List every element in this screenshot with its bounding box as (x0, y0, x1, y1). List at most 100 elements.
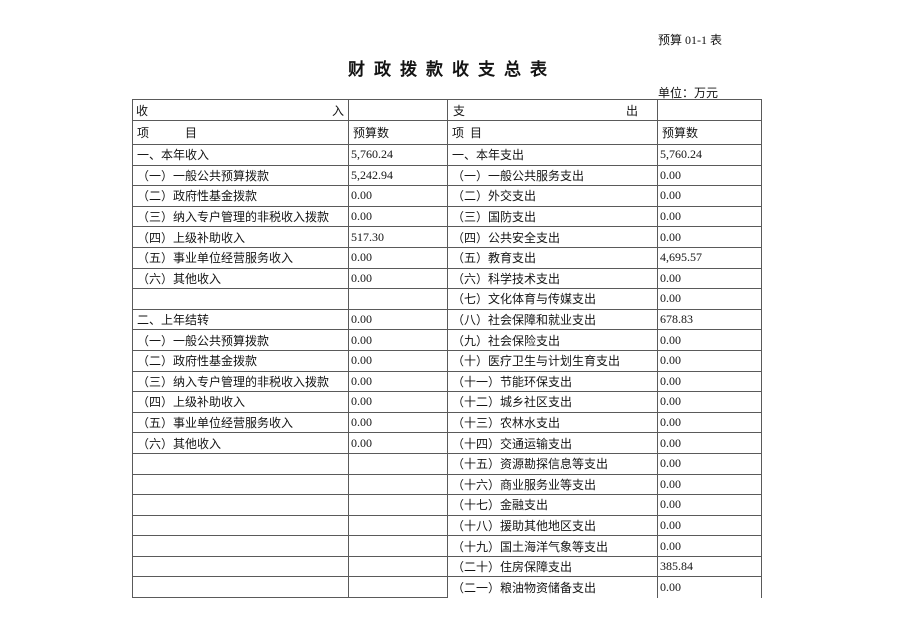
table-row: （七）文化体育与传媒支出 0.00 (133, 289, 762, 310)
table-row: （一）一般公共预算拨款 5,242.94 （一）一般公共服务支出 0.00 (133, 165, 762, 187)
income-item-cell (133, 289, 349, 310)
income-item-cell: 一、本年收入 (133, 145, 349, 166)
expense-amount-cell: 0.00 (658, 536, 762, 557)
table-row: （六）其他收入 0.00 （六）科学技术支出 0.00 (133, 268, 762, 290)
income-amount-cell (349, 474, 448, 496)
table-body: 一、本年收入 5,760.24 一、本年支出 5,760.24 （一）一般公共预… (133, 145, 762, 599)
expense-budget-col-header: 预算数 (658, 121, 762, 145)
expense-amount-cell: 0.00 (658, 206, 762, 228)
expense-item-cell: （十九）国土海洋气象等支出 (448, 536, 658, 557)
table-row: （四）上级补助收入 517.30 （四）公共安全支出 0.00 (133, 227, 762, 248)
expense-amount-cell: 0.00 (658, 577, 762, 599)
expense-item-cell: 一、本年支出 (448, 145, 658, 166)
expense-amount-cell: 0.00 (658, 227, 762, 248)
table-row: （十八）援助其他地区支出 0.00 (133, 515, 762, 537)
expense-amount-cell: 0.00 (658, 474, 762, 496)
income-amount-cell: 0.00 (349, 371, 448, 393)
section-header-row: 收入 支出 (133, 100, 762, 121)
expense-item-cell: （十四）交通运输支出 (448, 433, 658, 454)
table-row: （十五）资源勘探信息等支出 0.00 (133, 453, 762, 475)
table-row: 二、上年结转 0.00 （八）社会保障和就业支出 678.83 (133, 309, 762, 331)
income-item-cell: （一）一般公共预算拨款 (133, 165, 349, 187)
expense-amount-cell: 0.00 (658, 433, 762, 454)
table-row: （三）纳入专户管理的非税收入拨款 0.00 （十一）节能环保支出 0.00 (133, 371, 762, 393)
expense-item-cell: （五）教育支出 (448, 247, 658, 269)
expense-item-cell: （十三）农林水支出 (448, 412, 658, 434)
table-row: （二一）粮油物资储备支出 0.00 (133, 577, 762, 599)
income-amount-cell: 517.30 (349, 227, 448, 248)
expense-item-cell: （八）社会保障和就业支出 (448, 309, 658, 331)
expense-item-cell: （十六）商业服务业等支出 (448, 474, 658, 496)
income-item-cell (133, 515, 349, 537)
income-section-header-second: 入 (331, 103, 344, 118)
table-row: （十六）商业服务业等支出 0.00 (133, 474, 762, 496)
income-amount-cell (349, 289, 448, 310)
expense-item-cell: （六）科学技术支出 (448, 268, 658, 290)
expense-amount-cell: 0.00 (658, 165, 762, 187)
expense-amount-cell: 4,695.57 (658, 247, 762, 269)
income-item-cell (133, 495, 349, 516)
expense-item-cell: （十八）援助其他地区支出 (448, 515, 658, 537)
expense-item-cell: （四）公共安全支出 (448, 227, 658, 248)
income-amount-cell: 0.00 (349, 392, 448, 413)
income-item-cell (133, 474, 349, 496)
expense-item-cell: （二）外交支出 (448, 186, 658, 207)
income-amount-cell: 5,760.24 (349, 145, 448, 166)
income-section-header: 收入 (133, 100, 349, 121)
expense-item-cell: （七）文化体育与传媒支出 (448, 289, 658, 310)
income-amount-cell (349, 556, 448, 578)
income-amount-cell: 0.00 (349, 268, 448, 290)
expense-amount-cell: 0.00 (658, 412, 762, 434)
table-row: （十七）金融支出 0.00 (133, 495, 762, 516)
income-item-cell: （三）纳入专户管理的非税收入拨款 (133, 371, 349, 393)
table-row: （三）纳入专户管理的非税收入拨款 0.00 （三）国防支出 0.00 (133, 206, 762, 228)
income-amount-cell (349, 495, 448, 516)
table-row: （六）其他收入 0.00 （十四）交通运输支出 0.00 (133, 433, 762, 454)
income-item-cell: （二）政府性基金拨款 (133, 186, 349, 207)
expense-item-cell: （十一）节能环保支出 (448, 371, 658, 393)
income-amount-cell: 0.00 (349, 206, 448, 228)
expense-item-cell: （九）社会保险支出 (448, 330, 658, 351)
expense-section-spacer-cell (658, 100, 762, 121)
expense-amount-cell: 0.00 (658, 186, 762, 207)
expense-amount-cell: 0.00 (658, 289, 762, 310)
income-amount-cell: 0.00 (349, 412, 448, 434)
expense-item-cell: （十五）资源勘探信息等支出 (448, 453, 658, 475)
income-amount-cell: 0.00 (349, 186, 448, 207)
page-title: 财政拨款收支总表 (348, 60, 556, 79)
income-amount-cell: 0.00 (349, 247, 448, 269)
income-amount-cell: 0.00 (349, 350, 448, 372)
expense-item-cell: （一）一般公共服务支出 (448, 165, 658, 187)
income-section-spacer-cell (349, 100, 448, 121)
expense-item-cell: （二十）住房保障支出 (448, 556, 658, 578)
income-item-cell: （五）事业单位经营服务收入 (133, 412, 349, 434)
income-item-cell: （三）纳入专户管理的非税收入拨款 (133, 206, 349, 228)
income-amount-cell (349, 577, 448, 599)
table-row: （五）事业单位经营服务收入 0.00 （十三）农林水支出 0.00 (133, 412, 762, 434)
income-amount-cell: 0.00 (349, 309, 448, 331)
expense-amount-cell: 0.00 (658, 495, 762, 516)
table-row: （十九）国土海洋气象等支出 0.00 (133, 536, 762, 557)
income-item-cell: （五）事业单位经营服务收入 (133, 247, 349, 269)
income-section-header-first: 收 (136, 103, 149, 118)
expense-amount-cell: 0.00 (658, 515, 762, 537)
expense-item-cell: （十七）金融支出 (448, 495, 658, 516)
expense-item-cell: （二一）粮油物资储备支出 (448, 577, 658, 599)
income-amount-cell: 5,242.94 (349, 165, 448, 187)
expense-amount-cell: 0.00 (658, 371, 762, 393)
income-item-cell: （六）其他收入 (133, 433, 349, 454)
income-item-cell: （四）上级补助收入 (133, 392, 349, 413)
income-budget-col-header: 预算数 (349, 121, 448, 145)
income-item-col-header: 项 目 (133, 121, 349, 145)
expense-amount-cell: 0.00 (658, 268, 762, 290)
table-row: 一、本年收入 5,760.24 一、本年支出 5,760.24 (133, 145, 762, 166)
expense-amount-cell: 5,760.24 (658, 145, 762, 166)
expense-item-cell: （十）医疗卫生与计划生育支出 (448, 350, 658, 372)
income-amount-cell (349, 536, 448, 557)
form-code: 预算 01-1 表 (658, 33, 722, 47)
income-item-cell: （一）一般公共预算拨款 (133, 330, 349, 351)
expense-item-col-header: 项 目 (448, 121, 658, 145)
unit-label: 单位：万元 (658, 86, 719, 100)
expense-section-header-first: 支 (453, 103, 466, 118)
